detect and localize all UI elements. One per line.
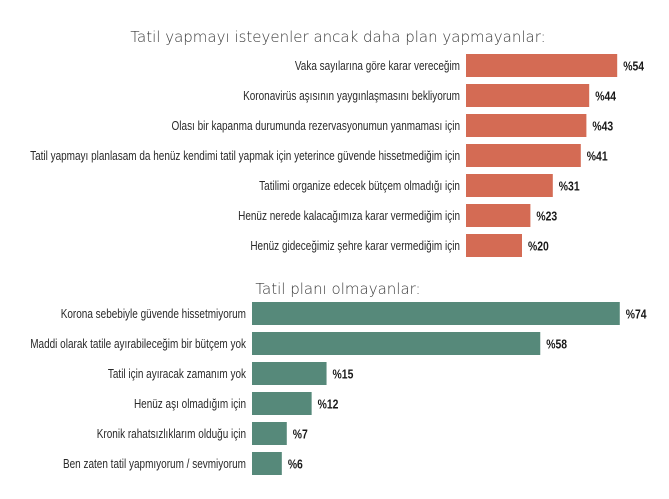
data-label: %54 bbox=[623, 59, 644, 73]
category-label: Henüz nerede kalacağımıza karar vermediğ… bbox=[238, 210, 460, 223]
bottom-chart: Korona sebebiyle güvende hissetmiyorum %7… bbox=[30, 302, 647, 475]
bar bbox=[252, 452, 282, 475]
top-chart: Vaka sayılarına göre karar vereceğim %54 K… bbox=[30, 54, 644, 257]
data-label: %41 bbox=[587, 149, 608, 163]
data-label: %15 bbox=[333, 367, 354, 381]
bar bbox=[466, 174, 553, 197]
category-label: Maddi olarak tatile ayırabileceğim bir b… bbox=[30, 338, 246, 351]
bar bbox=[466, 204, 531, 227]
data-label: %31 bbox=[559, 179, 580, 193]
data-label: %6 bbox=[288, 457, 303, 471]
category-label: Henüz gideceğimiz şehre karar vermediğim… bbox=[250, 240, 460, 253]
data-label: %20 bbox=[528, 239, 549, 253]
category-label: Tatil için ayıracak zamanım yok bbox=[108, 368, 246, 381]
bar bbox=[466, 54, 618, 77]
bar bbox=[252, 362, 327, 385]
category-label: Tatil yapmayı planlasam da henüz kendimi… bbox=[30, 150, 460, 163]
category-label: Ben zaten tatil yapmıyorum / sevmiyorum bbox=[63, 458, 246, 471]
category-label: Korona sebebiyle güvende hissetmiyorum bbox=[61, 308, 246, 321]
data-label: %12 bbox=[318, 397, 339, 411]
category-label: Tatilimi organize edecek bütçem olmadığı… bbox=[259, 180, 460, 193]
bar bbox=[252, 302, 620, 325]
bar bbox=[466, 234, 522, 257]
bar bbox=[466, 144, 581, 167]
data-label: %58 bbox=[546, 337, 567, 351]
data-label: %44 bbox=[595, 89, 616, 103]
data-label: %23 bbox=[536, 209, 557, 223]
category-label: Olası bir kapanma durumunda rezervasyonu… bbox=[172, 120, 460, 133]
data-label: %7 bbox=[293, 427, 308, 441]
chart-title-bottom: Tatil planı olmayanlar: bbox=[255, 280, 420, 298]
bar bbox=[466, 84, 590, 107]
data-label: %43 bbox=[592, 119, 613, 133]
category-label: Kronik rahatsızlıklarım olduğu için bbox=[97, 428, 246, 441]
bar bbox=[252, 332, 541, 355]
bar bbox=[252, 422, 287, 445]
chart-title-top: Tatil yapmayı isteyenler ancak daha plan… bbox=[130, 28, 545, 46]
category-label: Vaka sayılarına göre karar vereceğim bbox=[295, 60, 460, 73]
category-label: Koronavirüs aşısının yaygınlaşmasını bek… bbox=[243, 90, 460, 103]
data-label: %74 bbox=[626, 307, 647, 321]
bar bbox=[252, 392, 312, 415]
category-label: Henüz aşı olmadığım için bbox=[134, 398, 246, 411]
bar bbox=[466, 114, 587, 137]
